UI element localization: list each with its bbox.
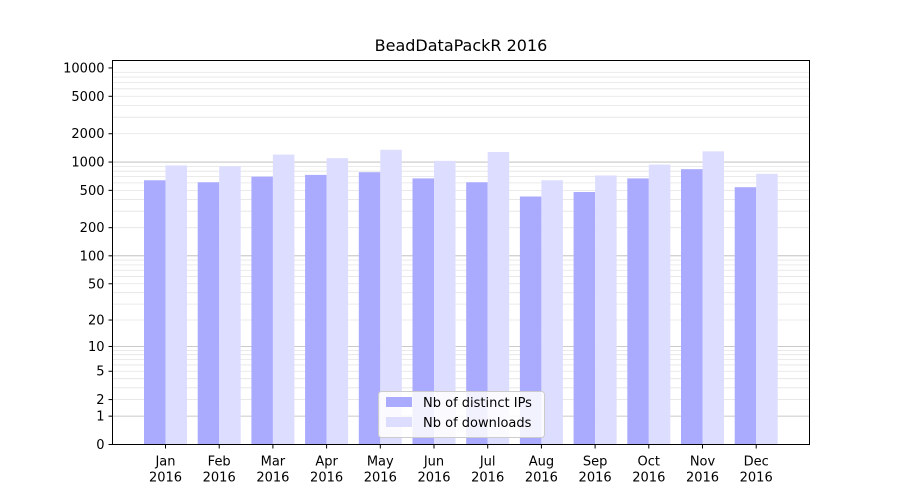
- bar-downloads: [756, 173, 778, 445]
- bars: [144, 149, 778, 445]
- bar-downloads: [702, 151, 724, 445]
- legend-label: Nb of downloads: [423, 416, 532, 431]
- y-tick-label: 5000: [71, 90, 104, 105]
- bar-downloads: [595, 175, 617, 445]
- y-tick-label: 20: [88, 314, 105, 329]
- y-tick-label: 1: [96, 410, 104, 425]
- y-tick-label: 2000: [71, 127, 104, 142]
- y-tick-label: 5: [96, 365, 104, 380]
- bar-distinct-ips: [734, 187, 757, 445]
- y-tick-label: 100: [80, 249, 105, 264]
- bar-distinct-ips: [358, 172, 381, 445]
- y-tick-label: 1000: [71, 156, 104, 171]
- legend-swatch: [386, 397, 412, 407]
- y-tick-label: 50: [88, 277, 105, 292]
- x-axis: Jan 2016 Feb 2016 Mar 2016 Apr 2016 May 2016 Jun 20…: [149, 444, 773, 486]
- bar-distinct-ips: [519, 196, 542, 445]
- x-tick-label: Jun 2016: [417, 455, 450, 486]
- bar-downloads: [272, 154, 295, 445]
- y-tick-label: 0: [96, 438, 104, 453]
- bar-distinct-ips: [305, 174, 327, 445]
- x-tick-label: Nov 2016: [686, 455, 719, 486]
- x-tick-label: Dec 2016: [740, 455, 773, 486]
- bar-downloads: [326, 158, 349, 445]
- chart-title: BeadDataPackR 2016: [375, 36, 548, 55]
- bar-downloads: [541, 180, 563, 445]
- y-tick-label: 200: [80, 221, 105, 236]
- y-tick-label: 10000: [63, 61, 104, 76]
- x-tick-label: May 2016: [364, 455, 397, 486]
- bar-downloads: [434, 160, 456, 445]
- x-tick-label: Apr 2016: [310, 455, 343, 486]
- y-axis: 0 1 2 5 10 20 50 100 200 500 1000 2000 5000 10000: [63, 61, 113, 453]
- legend-box: [378, 391, 545, 438]
- bar-distinct-ips: [627, 178, 649, 445]
- bar-distinct-ips: [681, 169, 703, 445]
- bar-downloads: [487, 151, 510, 445]
- bar-distinct-ips: [466, 182, 488, 445]
- bar-downloads: [165, 165, 187, 445]
- bar-downloads: [380, 149, 402, 445]
- x-tick-label: Feb 2016: [203, 455, 236, 486]
- bar-distinct-ips: [251, 176, 273, 445]
- x-tick-label: Mar 2016: [256, 455, 289, 486]
- x-tick-label: Jan 2016: [149, 455, 182, 486]
- x-tick-label: Oct 2016: [632, 455, 665, 486]
- x-tick-label: Sep 2016: [579, 455, 612, 486]
- bar-distinct-ips: [197, 182, 220, 445]
- y-tick-label: 500: [80, 184, 105, 199]
- bar-downloads: [219, 166, 241, 445]
- bar-distinct-ips: [412, 178, 434, 445]
- legend-swatch: [386, 417, 412, 427]
- y-tick-label: 10: [88, 340, 105, 355]
- legend-label: Nb of distinct IPs: [423, 396, 532, 411]
- x-tick-label: Jul 2016: [471, 455, 504, 486]
- legend: Nb of distinct IPs Nb of downloads: [378, 391, 545, 438]
- bar-distinct-ips: [573, 192, 596, 445]
- bar-downloads: [648, 164, 671, 445]
- x-tick-label: Aug 2016: [525, 455, 558, 486]
- plot-frame: [112, 60, 810, 445]
- y-tick-label: 2: [96, 393, 104, 408]
- bar-distinct-ips: [144, 180, 166, 445]
